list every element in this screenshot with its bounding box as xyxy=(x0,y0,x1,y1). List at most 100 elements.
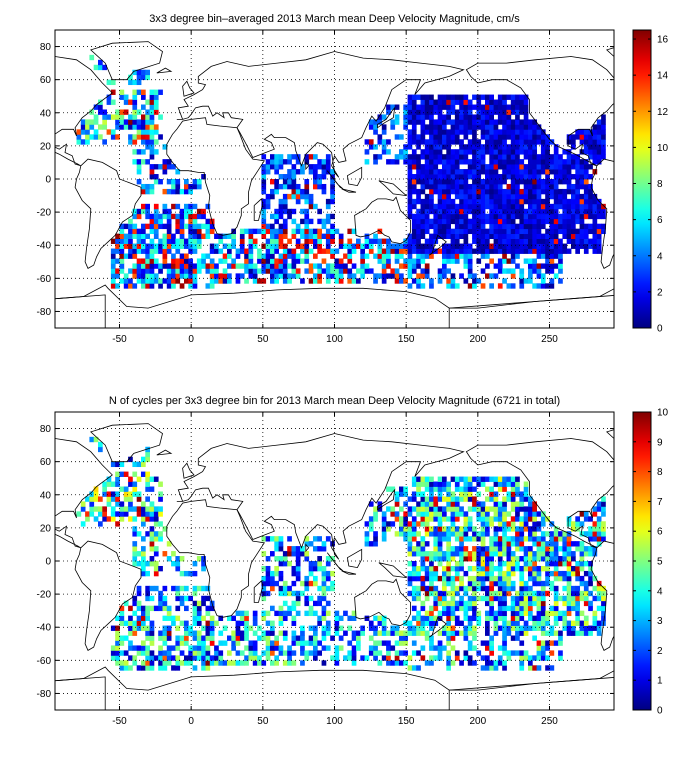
data-bin xyxy=(231,233,236,239)
data-bin xyxy=(540,605,546,612)
data-bin xyxy=(270,536,275,542)
data-bin xyxy=(549,258,555,264)
data-bin xyxy=(506,561,512,567)
data-bin xyxy=(231,263,236,269)
data-bin xyxy=(485,511,490,517)
data-bin xyxy=(291,164,297,170)
data-bin xyxy=(403,526,408,532)
data-bin xyxy=(201,665,206,671)
data-bin xyxy=(532,506,537,512)
data-bin xyxy=(416,665,421,671)
data-bin xyxy=(282,179,288,185)
data-bin xyxy=(558,203,563,210)
data-bin xyxy=(128,79,133,86)
data-bin xyxy=(119,516,125,522)
data-bin xyxy=(98,59,103,66)
data-bin xyxy=(158,645,163,651)
data-bin xyxy=(502,169,507,175)
data-bin xyxy=(601,536,606,542)
data-bin xyxy=(93,129,99,135)
data-bin xyxy=(583,198,589,205)
data-bin xyxy=(282,243,288,249)
data-bin xyxy=(583,159,589,165)
data-bin xyxy=(592,218,598,225)
data-bin xyxy=(467,169,473,175)
data-bin xyxy=(532,144,537,150)
data-bin xyxy=(523,179,529,185)
data-bin xyxy=(184,630,189,636)
data-bin xyxy=(566,561,572,567)
data-bin xyxy=(433,556,439,562)
data-bin xyxy=(579,198,585,205)
data-bin xyxy=(506,536,512,542)
data-bin xyxy=(364,536,370,542)
data-bin xyxy=(442,590,447,597)
data-bin xyxy=(265,263,271,269)
data-bin xyxy=(141,283,146,289)
data-bin xyxy=(454,481,460,487)
data-bin xyxy=(528,546,533,552)
data-bin xyxy=(429,283,434,289)
data-bin xyxy=(338,278,344,284)
data-bin xyxy=(540,645,546,651)
data-bin xyxy=(300,233,305,239)
data-bin xyxy=(381,630,387,636)
colorbar-tick-label: 12 xyxy=(657,107,669,118)
data-bin xyxy=(502,144,507,150)
data-bin xyxy=(295,575,301,582)
data-bin xyxy=(429,223,434,230)
data-bin xyxy=(308,164,314,170)
data-bin xyxy=(338,268,344,274)
data-bin xyxy=(562,541,568,547)
data-bin xyxy=(433,645,439,651)
data-bin xyxy=(123,99,129,105)
data-bin xyxy=(489,565,494,572)
data-bin xyxy=(463,476,469,482)
data-bin xyxy=(261,610,267,617)
data-bin xyxy=(583,243,589,249)
data-bin xyxy=(80,501,86,507)
data-bin xyxy=(545,283,550,289)
data-bin xyxy=(596,203,602,210)
data-bin xyxy=(248,655,254,661)
data-bin xyxy=(424,179,430,185)
data-bin xyxy=(437,248,443,254)
data-bin xyxy=(424,164,430,170)
data-bin xyxy=(523,208,529,215)
data-bin xyxy=(489,149,494,155)
data-bin xyxy=(153,565,159,572)
data-bin xyxy=(411,129,417,135)
data-bin xyxy=(145,665,150,671)
data-bin xyxy=(532,635,537,641)
data-bin xyxy=(166,660,172,666)
data-bin xyxy=(364,233,370,239)
data-bin xyxy=(360,268,365,274)
data-bin xyxy=(196,243,202,249)
data-bin xyxy=(442,476,447,482)
data-bin xyxy=(489,144,494,150)
data-bin xyxy=(536,233,542,239)
data-bin xyxy=(497,213,503,220)
data-bin xyxy=(562,625,568,631)
data-bin xyxy=(123,283,129,289)
data-bin xyxy=(472,94,477,100)
data-bin xyxy=(502,243,507,249)
data-bin xyxy=(145,615,150,621)
data-bin xyxy=(588,551,593,557)
data-bin xyxy=(437,139,443,145)
data-bin xyxy=(407,134,413,140)
data-bin xyxy=(437,179,443,185)
data-bin xyxy=(407,174,413,180)
data-bin xyxy=(334,630,340,636)
data-bin xyxy=(502,203,507,210)
data-bin xyxy=(472,486,477,492)
data-bin xyxy=(399,149,404,155)
data-bin xyxy=(132,79,138,86)
data-bin xyxy=(489,590,494,597)
data-bin xyxy=(515,179,520,185)
data-bin xyxy=(403,109,408,115)
data-bin xyxy=(274,183,279,190)
data-bin xyxy=(553,585,559,592)
data-bin xyxy=(583,233,589,239)
data-bin xyxy=(549,223,555,230)
